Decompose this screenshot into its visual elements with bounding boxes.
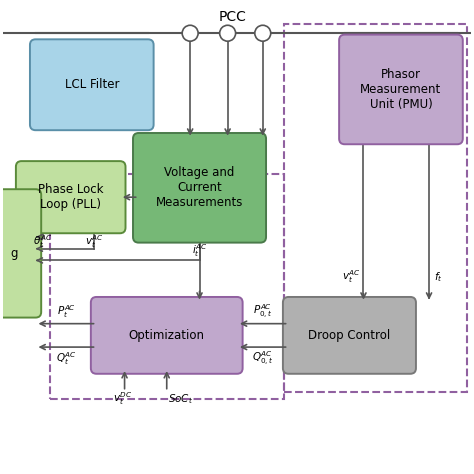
Text: $v_t^{DC}$: $v_t^{DC}$ — [113, 390, 132, 407]
Text: $\theta_t^{AC}$: $\theta_t^{AC}$ — [33, 233, 52, 250]
FancyBboxPatch shape — [0, 189, 41, 318]
Text: $Q_t^{AC}$: $Q_t^{AC}$ — [55, 350, 76, 367]
FancyBboxPatch shape — [283, 297, 416, 374]
FancyBboxPatch shape — [91, 297, 243, 374]
Text: g: g — [11, 247, 18, 260]
Text: LCL Filter: LCL Filter — [64, 78, 119, 91]
Text: Voltage and
Current
Measurements: Voltage and Current Measurements — [156, 166, 243, 210]
Text: $i_t^{AC}$: $i_t^{AC}$ — [191, 243, 207, 259]
Text: $P_{0,t}^{AC}$: $P_{0,t}^{AC}$ — [253, 303, 273, 321]
Text: $v_t^{AC}$: $v_t^{AC}$ — [85, 233, 103, 250]
Circle shape — [255, 25, 271, 41]
Circle shape — [182, 25, 198, 41]
Text: PCC: PCC — [219, 10, 246, 24]
Circle shape — [219, 25, 236, 41]
Text: $SoC_t$: $SoC_t$ — [168, 392, 193, 406]
Text: Phasor
Measurement
Unit (PMU): Phasor Measurement Unit (PMU) — [360, 68, 442, 111]
Text: Droop Control: Droop Control — [308, 329, 391, 342]
FancyBboxPatch shape — [30, 39, 154, 130]
Text: Optimization: Optimization — [129, 329, 205, 342]
Text: $Q_{0,t}^{AC}$: $Q_{0,t}^{AC}$ — [252, 350, 273, 368]
Text: Phase Lock
Loop (PLL): Phase Lock Loop (PLL) — [38, 183, 103, 211]
Text: $f_t$: $f_t$ — [434, 270, 443, 284]
FancyBboxPatch shape — [339, 35, 463, 144]
FancyBboxPatch shape — [16, 161, 126, 233]
FancyBboxPatch shape — [133, 133, 266, 243]
Text: $v_t^{AC}$: $v_t^{AC}$ — [342, 268, 361, 285]
Text: $P_t^{AC}$: $P_t^{AC}$ — [56, 303, 75, 320]
